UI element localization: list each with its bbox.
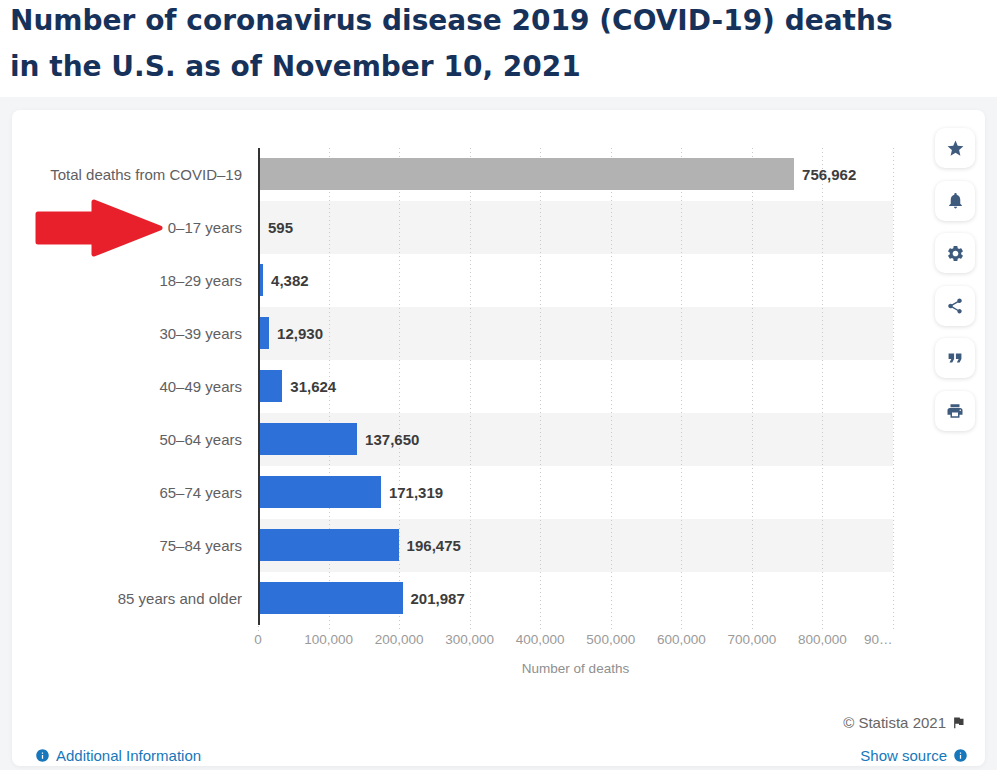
category-label: 75–84 years — [12, 519, 242, 572]
value-label: 137,650 — [365, 413, 419, 466]
bar[interactable] — [260, 529, 399, 561]
gear-icon — [946, 244, 965, 263]
x-tick-label: 200,000 — [375, 632, 424, 647]
gridline — [822, 148, 823, 631]
value-label: 196,475 — [407, 519, 461, 572]
gridline — [540, 148, 541, 631]
x-axis-title: Number of deaths — [476, 661, 676, 676]
x-tick-label: 800,000 — [798, 632, 847, 647]
category-label: 30–39 years — [12, 307, 242, 360]
additional-information-link[interactable]: Additional Information — [35, 747, 201, 764]
x-tick-label: 600,000 — [657, 632, 706, 647]
copyright-text: © Statista 2021 — [843, 714, 946, 731]
info-icon — [953, 748, 968, 763]
red-arrow-annotation — [32, 196, 167, 264]
printer-icon — [946, 402, 964, 420]
star-icon — [946, 139, 965, 158]
x-tick-label: 700,000 — [727, 632, 776, 647]
x-tick-label: 0 — [254, 632, 262, 647]
category-label: 40–49 years — [12, 360, 242, 413]
cite-button[interactable] — [935, 338, 975, 378]
category-label: 85 years and older — [12, 572, 242, 625]
gridline — [611, 148, 612, 631]
gridline — [752, 148, 753, 631]
settings-button[interactable] — [935, 233, 975, 273]
gridline — [893, 148, 894, 631]
x-tick-label: 300,000 — [445, 632, 494, 647]
value-label: 595 — [268, 201, 293, 254]
value-label: 31,624 — [290, 360, 336, 413]
bar[interactable] — [260, 317, 269, 349]
value-label: 756,962 — [802, 148, 856, 201]
alerts-button[interactable] — [935, 181, 975, 221]
flag-icon — [951, 715, 966, 730]
bar[interactable] — [260, 476, 381, 508]
bell-icon — [946, 191, 965, 210]
gridline — [470, 148, 471, 631]
quote-icon — [944, 347, 966, 369]
bar[interactable] — [260, 264, 263, 296]
x-tick-label: 90… — [864, 632, 893, 647]
chart-card: 0 100,000 200,000 300,000 400,000 500,000 600,… — [12, 110, 985, 766]
page-title-line1: Number of coronavirus disease 2019 (COVI… — [10, 0, 893, 44]
favorite-button[interactable] — [935, 128, 975, 168]
value-label: 201,987 — [411, 572, 465, 625]
value-label: 4,382 — [271, 254, 309, 307]
bar[interactable] — [260, 158, 794, 190]
value-label: 171,319 — [389, 466, 443, 519]
x-tick-label: 100,000 — [304, 632, 353, 647]
category-label: Total deaths from COVID–19 — [12, 148, 242, 201]
share-button[interactable] — [935, 286, 975, 326]
value-label: 12,930 — [277, 307, 323, 360]
category-label: 50–64 years — [12, 413, 242, 466]
gridline — [399, 148, 400, 631]
bar[interactable] — [260, 582, 403, 614]
x-tick-label: 400,000 — [516, 632, 565, 647]
page-title-line2: in the U.S. as of November 10, 2021 — [10, 44, 893, 90]
row-stripe — [258, 201, 893, 254]
info-icon — [35, 748, 50, 763]
show-source-link[interactable]: Show source — [860, 747, 968, 764]
category-label: 65–74 years — [12, 466, 242, 519]
bar[interactable] — [260, 370, 282, 402]
bar[interactable] — [260, 423, 357, 455]
tick-mark — [258, 626, 259, 631]
x-tick-label: 500,000 — [586, 632, 635, 647]
share-icon — [946, 297, 964, 315]
page-title: Number of coronavirus disease 2019 (COVI… — [10, 0, 893, 90]
copyright-notice: © Statista 2021 — [843, 714, 966, 731]
gridline — [681, 148, 682, 631]
print-button[interactable] — [935, 391, 975, 431]
row-stripe — [258, 307, 893, 360]
statista-chart-page: Number of coronavirus disease 2019 (COVI… — [0, 0, 997, 770]
